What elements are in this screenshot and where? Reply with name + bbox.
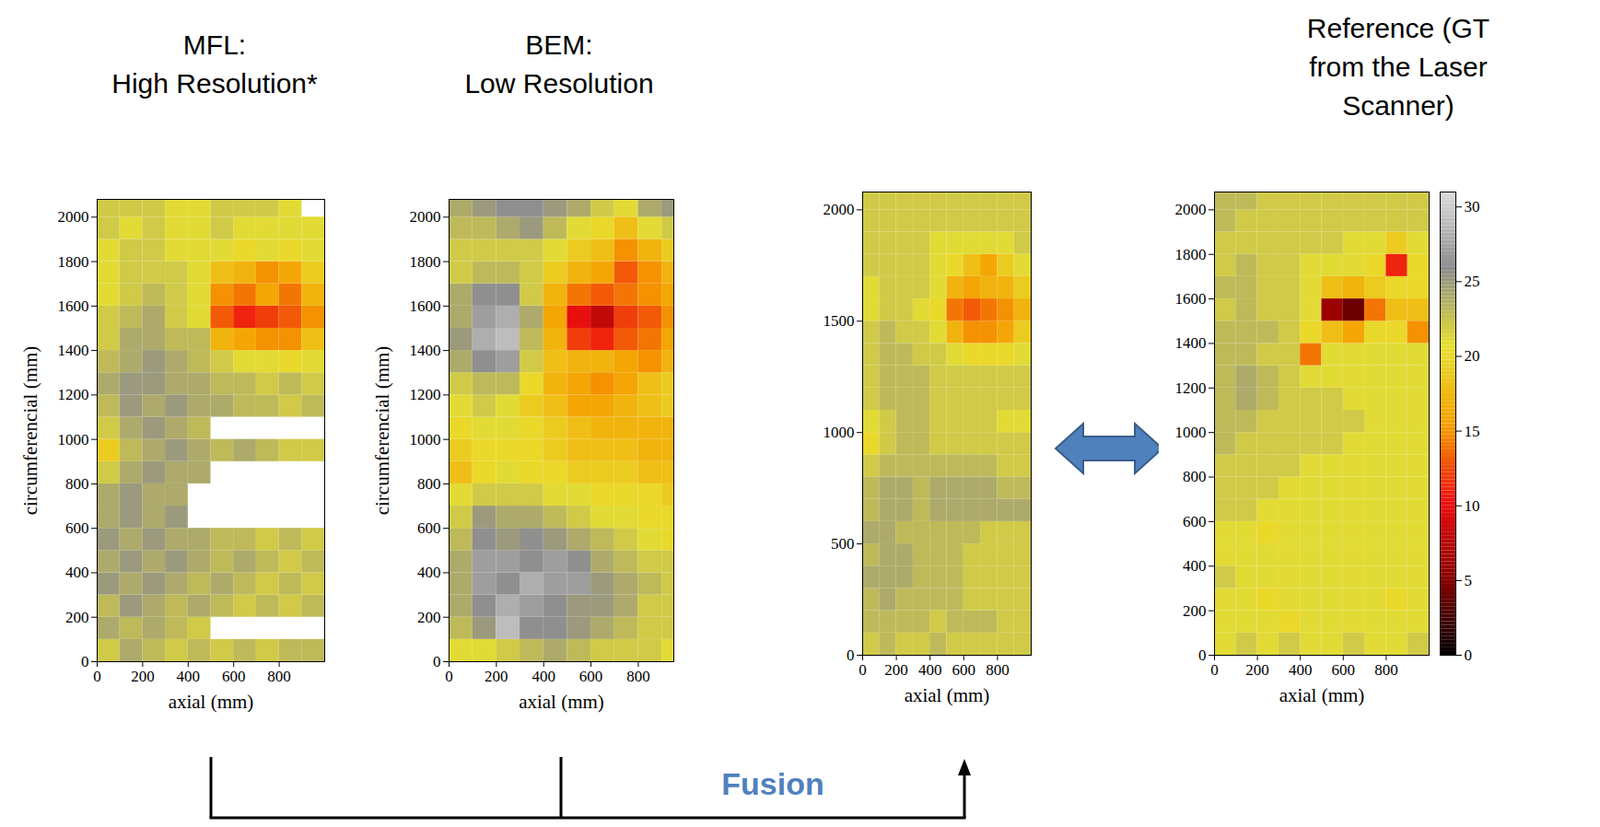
svg-text:1600: 1600 (409, 297, 442, 316)
svg-text:0: 0 (1210, 661, 1219, 679)
svg-text:1000: 1000 (823, 423, 855, 442)
svg-text:0: 0 (444, 667, 454, 686)
svg-text:200: 200 (65, 608, 90, 627)
html-text:Low Resolution: Low Resolution (464, 68, 654, 99)
html-text:High Resolution*: High Resolution* (111, 68, 318, 99)
svg-text:1200: 1200 (409, 385, 442, 404)
svg-text:200: 200 (484, 667, 509, 686)
svg-text:400: 400 (531, 667, 556, 686)
svg-text:15: 15 (1464, 422, 1481, 441)
svg-text:axial (mm): axial (mm) (1279, 684, 1366, 707)
svg-text:0: 0 (81, 653, 90, 671)
svg-text:800: 800 (65, 475, 90, 493)
svg-text:400: 400 (1288, 661, 1313, 679)
svg-text:1800: 1800 (1175, 245, 1207, 264)
svg-text:0: 0 (846, 646, 855, 665)
svg-text:600: 600 (952, 661, 977, 679)
svg-text:600: 600 (221, 667, 246, 686)
svg-text:1400: 1400 (58, 341, 90, 360)
svg-text:200: 200 (884, 661, 909, 679)
svg-text:200: 200 (1182, 602, 1207, 620)
svg-text:600: 600 (65, 519, 90, 538)
svg-text:0: 0 (93, 667, 102, 686)
svg-text:2000: 2000 (823, 200, 855, 219)
svg-text:200: 200 (1245, 661, 1270, 679)
svg-text:1400: 1400 (409, 341, 442, 360)
svg-text:1600: 1600 (58, 297, 90, 316)
svg-text:800: 800 (1374, 661, 1399, 679)
svg-text:600: 600 (1182, 513, 1207, 531)
svg-text:200: 200 (130, 667, 155, 686)
svg-text:1800: 1800 (58, 253, 90, 271)
svg-text:500: 500 (830, 535, 855, 553)
svg-text:400: 400 (417, 563, 442, 582)
svg-text:800: 800 (626, 667, 651, 686)
svg-text:2000: 2000 (58, 208, 90, 226)
svg-text:600: 600 (1331, 661, 1356, 679)
svg-text:1800: 1800 (409, 253, 442, 271)
html-text:BEM:: BEM: (525, 29, 593, 60)
svg-text:800: 800 (985, 661, 1010, 679)
svg-text:axial (mm): axial (mm) (518, 690, 605, 713)
svg-text:800: 800 (267, 667, 292, 686)
html-text:Reference (GT from the Laser S: Reference (GT from the Laser Scanner) (1306, 12, 1490, 121)
svg-text:10: 10 (1464, 497, 1481, 515)
svg-text:axial (mm): axial (mm) (904, 684, 991, 707)
svg-text:400: 400 (1182, 557, 1207, 575)
svg-text:600: 600 (417, 519, 442, 538)
svg-text:1000: 1000 (409, 431, 442, 449)
svg-text:0: 0 (1464, 646, 1473, 665)
svg-text:400: 400 (176, 667, 201, 686)
svg-text:400: 400 (65, 563, 90, 582)
svg-text:1400: 1400 (1175, 334, 1207, 352)
svg-text:1200: 1200 (58, 385, 90, 404)
svg-text:25: 25 (1464, 272, 1481, 291)
svg-text:20: 20 (1464, 347, 1481, 365)
svg-text:600: 600 (579, 667, 604, 686)
svg-text:1000: 1000 (1175, 423, 1207, 442)
svg-text:0: 0 (1198, 646, 1207, 665)
svg-text:2000: 2000 (409, 208, 442, 226)
html-text:MFL:: MFL: (183, 29, 247, 60)
svg-text:800: 800 (1182, 467, 1207, 486)
svg-text:30: 30 (1464, 198, 1481, 216)
svg-text:800: 800 (417, 475, 442, 493)
svg-text:1200: 1200 (1175, 379, 1207, 398)
svg-text:0: 0 (858, 661, 867, 679)
svg-text:axial (mm): axial (mm) (168, 690, 255, 713)
svg-text:0: 0 (432, 653, 442, 671)
svg-text:200: 200 (417, 608, 442, 627)
svg-text:1000: 1000 (58, 431, 90, 449)
svg-text:circumferencial (mm): circumferencial (mm) (371, 346, 394, 516)
svg-text:1600: 1600 (1175, 290, 1207, 308)
svg-text:2000: 2000 (1175, 200, 1207, 219)
svg-text:circumferencial (mm): circumferencial (mm) (19, 346, 42, 516)
svg-text:400: 400 (918, 661, 943, 679)
svg-text:1500: 1500 (823, 312, 855, 330)
html-text:Fusion: Fusion (721, 766, 825, 802)
svg-text:5: 5 (1464, 572, 1473, 590)
